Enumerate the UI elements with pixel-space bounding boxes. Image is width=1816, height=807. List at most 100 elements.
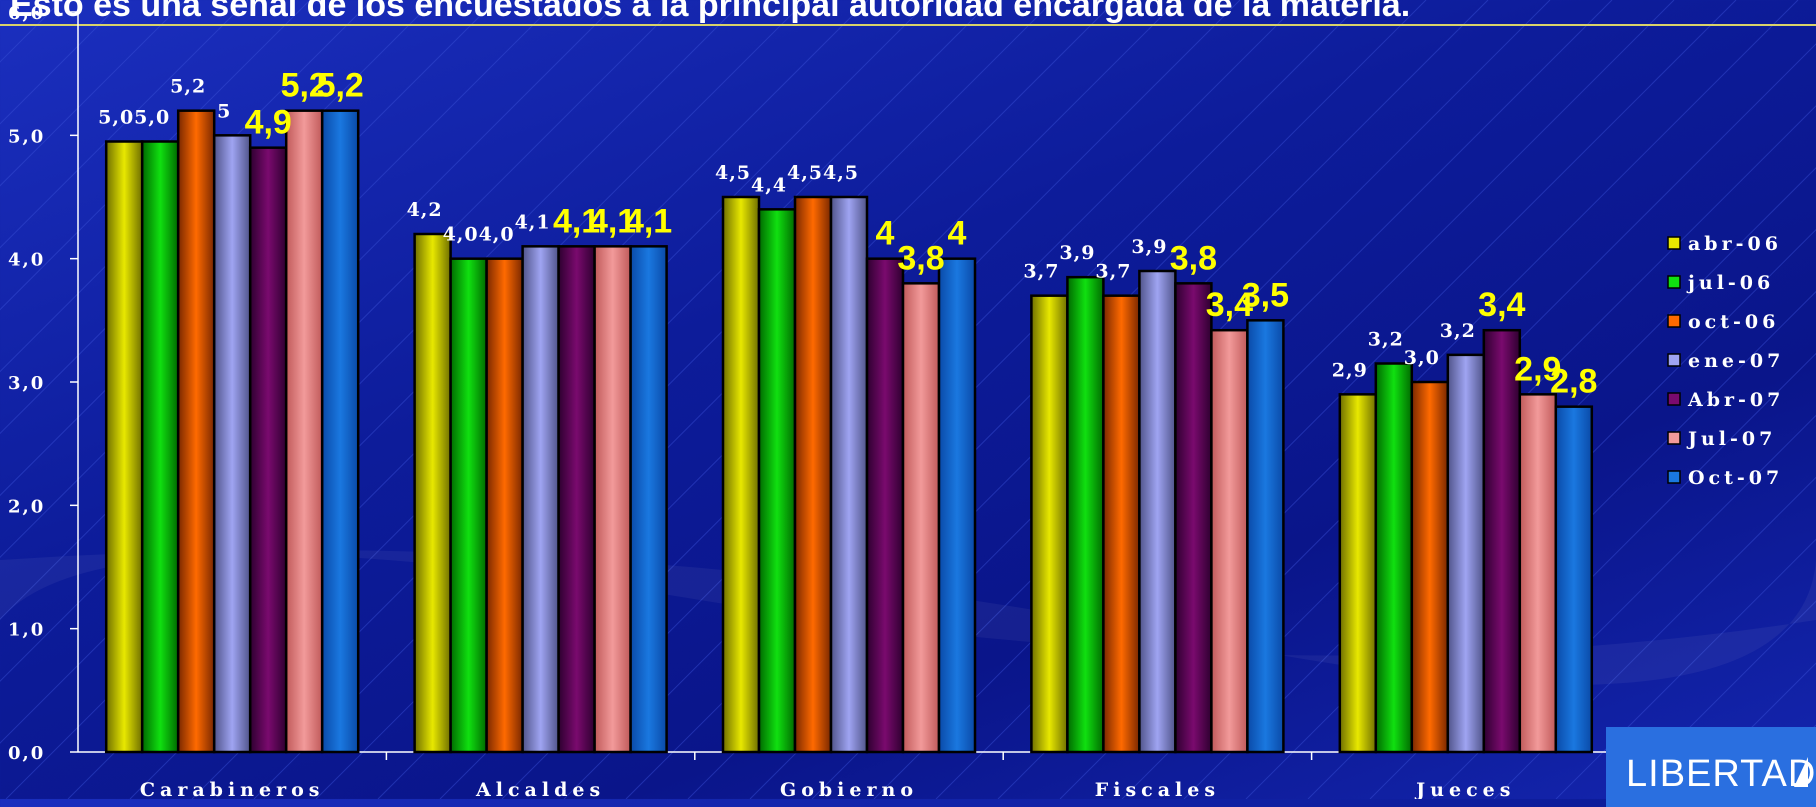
data-label: 2,9	[1332, 359, 1368, 381]
bar-jul-06	[1374, 362, 1414, 754]
bar-Oct-07	[1554, 405, 1594, 754]
data-label: 4,5	[715, 162, 751, 184]
bar-oct-06	[1102, 294, 1141, 754]
bar-oct-06	[176, 109, 216, 754]
data-label: 4,9	[245, 104, 292, 142]
data-label: 2,9	[1514, 350, 1561, 388]
bar-Jul-07	[901, 282, 941, 754]
bar-Abr-07	[248, 146, 288, 754]
data-label: 4,1	[625, 202, 672, 240]
bar-Abr-07	[1482, 328, 1522, 754]
bar-ene-07	[1446, 353, 1486, 754]
data-label: 4,1	[515, 211, 551, 233]
data-label: 3,5	[1242, 276, 1289, 314]
bar-jul-06	[1066, 275, 1105, 754]
chart-data-labels: 5,0 5,05,25 4,95,25,24,24,0 4,04,1 4,14,14,1…	[98, 67, 1597, 401]
bar-Oct-07	[937, 257, 977, 754]
data-label: 5,0	[98, 107, 134, 129]
y-tick-label: 3,0	[8, 373, 45, 394]
data-label: 3,8	[1170, 239, 1217, 277]
chart-axes: 0,0 1,0 2,0 3,0 4,0 5,0 6,0 Carabineros Alcaldes…	[8, 3, 1620, 799]
legend-swatch	[1667, 392, 1681, 406]
legend-label: Jul-07	[1686, 428, 1776, 450]
data-label: 4	[948, 215, 967, 253]
bar-oct-06	[793, 195, 833, 754]
data-label: 4,1	[553, 202, 600, 240]
legend-label: jul-06	[1686, 272, 1774, 294]
bar-Jul-07	[1518, 393, 1558, 754]
bar-jul-06	[140, 140, 180, 754]
data-label: 3,8	[897, 239, 944, 277]
libertad-logo: LIBERTAD	[1606, 727, 1816, 807]
data-label: 3,4	[1206, 286, 1253, 324]
y-tick-label: 5,0	[8, 126, 45, 147]
legend-swatch	[1667, 431, 1681, 445]
data-label: 4,0	[443, 224, 479, 246]
logo-triangle-icon	[1794, 757, 1808, 787]
legend-label: ene-07	[1688, 350, 1784, 372]
bar-Jul-07	[284, 109, 324, 754]
y-tick-label: 1,0	[8, 620, 45, 641]
data-label: 3,9	[1131, 236, 1167, 258]
bar-oct-06	[1410, 380, 1450, 754]
y-tick-label: 2,0	[8, 496, 45, 517]
bar-Abr-07	[557, 245, 596, 754]
bar-abr-06	[1030, 294, 1069, 754]
bar-Oct-07	[1246, 319, 1285, 754]
category-label: Alcaldes	[475, 779, 605, 799]
legend-label: abr-06	[1688, 233, 1782, 255]
y-tick-label: 6,0	[8, 3, 45, 24]
data-label: 3,7	[1023, 261, 1059, 283]
bar-ene-07	[1138, 269, 1177, 754]
legend-label: oct-06	[1688, 311, 1779, 333]
bar-jul-06	[449, 257, 488, 754]
logo-text: LIBERTAD	[1626, 753, 1816, 795]
bar-Oct-07	[629, 245, 668, 754]
data-label: 4,5	[787, 162, 823, 184]
data-label: 3,4	[1478, 286, 1525, 324]
data-label: 4,1	[589, 202, 636, 240]
data-label: 3,7	[1095, 261, 1131, 283]
bar-ene-07	[521, 245, 560, 754]
category-label: Carabineros	[140, 779, 325, 799]
data-label: 3,0	[1404, 347, 1440, 369]
data-label: 5,2	[170, 76, 206, 98]
legend-label: Oct-07	[1688, 467, 1783, 489]
data-label: 3,2	[1368, 329, 1404, 351]
bar-ene-07	[212, 134, 252, 754]
bar-oct-06	[485, 257, 524, 754]
data-label: 5,2	[317, 67, 364, 105]
bar-Oct-07	[320, 109, 360, 754]
bar-Abr-07	[1174, 282, 1213, 754]
data-label: 4,2	[407, 199, 443, 221]
bar-Jul-07	[593, 245, 632, 754]
data-label: 4,4	[751, 174, 787, 196]
data-label: 5	[217, 100, 231, 122]
y-tick-label: 0,0	[8, 743, 45, 764]
bar-jul-06	[757, 208, 797, 754]
data-label: 4,0	[479, 224, 515, 246]
bar-abr-06	[721, 195, 761, 754]
bar-Abr-07	[865, 257, 905, 754]
chart-legend: abr-06 jul-06 oct-06 ene-07 Abr-07 Jul-07 Oct-…	[1667, 233, 1784, 489]
y-tick-label: 4,0	[8, 250, 45, 271]
category-label: Jueces	[1414, 779, 1515, 799]
bar-abr-06	[104, 140, 144, 754]
legend-swatch	[1667, 275, 1681, 289]
data-label: 2,8	[1550, 363, 1597, 401]
data-label: 3,9	[1059, 242, 1095, 264]
data-label: 4,5	[823, 162, 859, 184]
legend-label: Abr-07	[1687, 389, 1784, 411]
legend-swatch	[1667, 236, 1681, 250]
data-label: 4	[876, 215, 895, 253]
bar-Jul-07	[1210, 328, 1249, 754]
legend-swatch	[1667, 314, 1681, 328]
legend-swatch	[1667, 353, 1681, 367]
chart-bars	[104, 109, 1594, 754]
data-label: 3,2	[1440, 320, 1476, 342]
bar-abr-06	[413, 232, 452, 754]
data-label: 5,2	[281, 67, 328, 105]
page-title: Esto es una señal de los encuestados a l…	[10, 0, 1411, 24]
legend-swatch	[1667, 470, 1681, 484]
